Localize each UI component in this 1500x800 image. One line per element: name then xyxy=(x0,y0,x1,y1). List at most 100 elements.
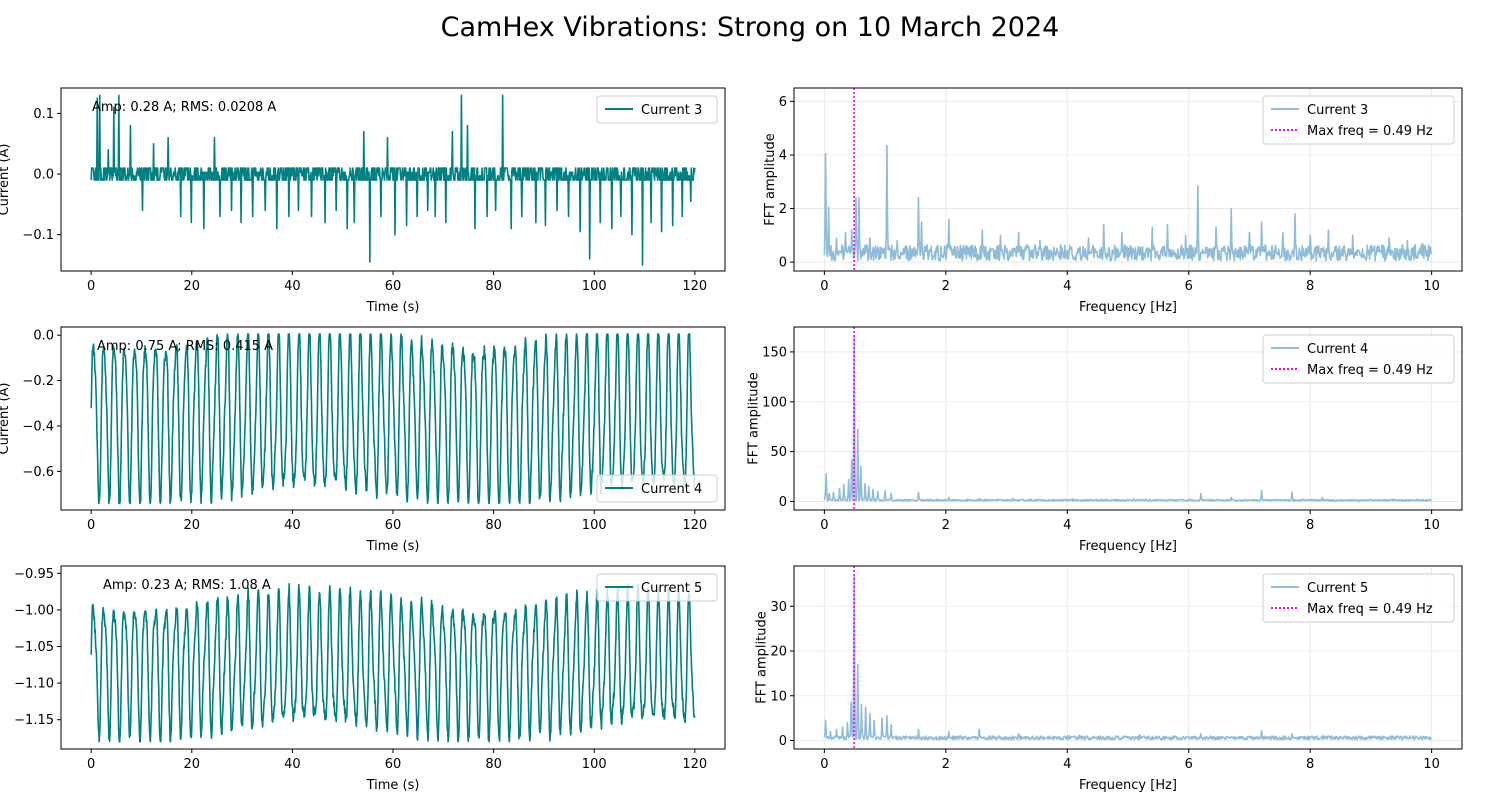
y-tick-label: 100 xyxy=(762,395,787,410)
y-tick-label: 6 xyxy=(779,95,787,110)
x-tick-label: 100 xyxy=(582,518,607,533)
legend-box xyxy=(596,573,718,602)
legend: Current 4 xyxy=(596,474,718,503)
legend-label: Current 5 xyxy=(641,581,702,596)
x-axis-label: Time (s) xyxy=(366,539,420,554)
y-tick-label: 0 xyxy=(779,495,787,510)
legend-box xyxy=(1262,334,1455,384)
y-tick-label: −1.00 xyxy=(14,603,54,618)
x-tick-label: 20 xyxy=(184,279,201,294)
y-tick-label: −0.6 xyxy=(22,465,54,480)
x-tick-label: 4 xyxy=(1063,279,1071,294)
stats-annotation: Amp: 0.23 A; RMS: 1.08 A xyxy=(103,578,271,593)
y-tick-label: 0.0 xyxy=(33,168,54,183)
x-tick-label: 60 xyxy=(385,518,402,533)
y-tick-label: 20 xyxy=(770,645,787,660)
series-line-fft-4 xyxy=(823,336,1432,502)
x-tick-label: 120 xyxy=(682,518,707,533)
x-tick-label: 0 xyxy=(87,757,95,772)
legend-label: Current 3 xyxy=(641,103,702,118)
x-axis-label: Time (s) xyxy=(366,300,420,315)
x-axis-label: Frequency [Hz] xyxy=(1079,300,1177,315)
subplot-time-3: 0 20 40 60 80 100 120 −0.1 0.0 0.1 Time (s) Current… xyxy=(0,87,726,315)
y-axis-label: FFT amplitude xyxy=(746,372,761,465)
x-tick-label: 4 xyxy=(1063,518,1071,533)
legend-box xyxy=(1262,95,1455,145)
plot-frame xyxy=(793,87,1463,272)
y-tick-label: 4 xyxy=(779,148,787,163)
x-tick-label: 60 xyxy=(385,757,402,772)
legend: Current 4 Max freq = 0.49 Hz xyxy=(1262,334,1455,384)
y-tick-label: −1.05 xyxy=(14,640,54,655)
x-tick-label: 100 xyxy=(582,757,607,772)
y-tick-label: −1.10 xyxy=(14,677,54,692)
legend-label: Max freq = 0.49 Hz xyxy=(1307,363,1433,378)
stats-annotation: Amp: 0.75 A; RMS: 0.415 A xyxy=(97,339,273,354)
x-tick-label: 0 xyxy=(820,518,828,533)
x-tick-label: 8 xyxy=(1306,757,1314,772)
y-tick-label: 150 xyxy=(762,345,787,360)
legend-box xyxy=(596,474,718,503)
x-tick-label: 40 xyxy=(284,518,301,533)
x-tick-label: 0 xyxy=(820,279,828,294)
legend-label: Max freq = 0.49 Hz xyxy=(1307,602,1433,617)
x-tick-label: 80 xyxy=(485,757,502,772)
x-tick-label: 2 xyxy=(942,757,950,772)
y-axis-label: FFT amplitude xyxy=(755,611,770,704)
y-tick-label: 10 xyxy=(770,689,787,704)
y-tick-label: 50 xyxy=(770,445,787,460)
series-line-fft-5 xyxy=(823,574,1432,741)
x-tick-label: 120 xyxy=(682,757,707,772)
legend-label: Current 4 xyxy=(1307,342,1368,357)
legend-label: Max freq = 0.49 Hz xyxy=(1307,124,1433,139)
legend-box xyxy=(1262,573,1455,623)
x-tick-label: 2 xyxy=(942,518,950,533)
y-tick-label: −0.1 xyxy=(22,228,54,243)
x-tick-label: 40 xyxy=(284,757,301,772)
y-tick-label: 0 xyxy=(779,256,787,271)
series-line-time-4 xyxy=(90,333,696,504)
x-tick-label: 20 xyxy=(184,518,201,533)
y-tick-label: −0.2 xyxy=(22,374,54,389)
x-axis-label: Frequency [Hz] xyxy=(1079,778,1177,793)
figure-title: CamHex Vibrations: Strong on 10 March 20… xyxy=(440,12,1060,43)
x-tick-label: 10 xyxy=(1423,518,1440,533)
legend: Current 5 Max freq = 0.49 Hz xyxy=(1262,573,1455,623)
stats-annotation: Amp: 0.28 A; RMS: 0.0208 A xyxy=(92,100,276,115)
subplot-fft-3: 0 2 4 6 8 10 0 2 4 6 Frequency [Hz] FFT amplitude Cu… xyxy=(763,87,1463,315)
y-axis-label: FFT amplitude xyxy=(763,133,778,226)
y-tick-label: −0.95 xyxy=(14,567,54,582)
x-tick-label: 6 xyxy=(1185,279,1193,294)
x-tick-label: 10 xyxy=(1423,279,1440,294)
x-tick-label: 100 xyxy=(582,279,607,294)
y-tick-label: 0.0 xyxy=(33,329,54,344)
y-tick-label: −0.4 xyxy=(22,419,54,434)
legend-label: Current 4 xyxy=(641,482,702,497)
subplot-fft-5: 0 2 4 6 8 10 0 10 20 30 Frequency [Hz] FFT amplitud… xyxy=(755,565,1463,793)
legend-box xyxy=(596,95,718,124)
y-axis-label: Current (A) xyxy=(0,144,12,216)
y-tick-label: 0 xyxy=(779,734,787,749)
x-tick-label: 120 xyxy=(682,279,707,294)
x-tick-label: 8 xyxy=(1306,279,1314,294)
subplot-time-5: 0 20 40 60 80 100 120 −1.15 −1.10 −1.05 −1.00 −0.95… xyxy=(14,565,726,793)
x-tick-label: 4 xyxy=(1063,757,1071,772)
x-tick-label: 60 xyxy=(385,279,402,294)
plot-frame xyxy=(793,326,1463,511)
x-axis-label: Frequency [Hz] xyxy=(1079,539,1177,554)
x-tick-label: 20 xyxy=(184,757,201,772)
x-tick-label: 6 xyxy=(1185,757,1193,772)
x-tick-label: 80 xyxy=(485,279,502,294)
x-tick-label: 8 xyxy=(1306,518,1314,533)
x-tick-label: 0 xyxy=(87,518,95,533)
legend-label: Current 5 xyxy=(1307,581,1368,596)
plot-frame xyxy=(793,565,1463,750)
x-axis-label: Time (s) xyxy=(366,778,420,793)
x-tick-label: 0 xyxy=(820,757,828,772)
y-tick-label: −1.15 xyxy=(14,713,54,728)
x-tick-label: 80 xyxy=(485,518,502,533)
y-tick-label: 0.1 xyxy=(33,107,54,122)
legend-label: Current 3 xyxy=(1307,103,1368,118)
